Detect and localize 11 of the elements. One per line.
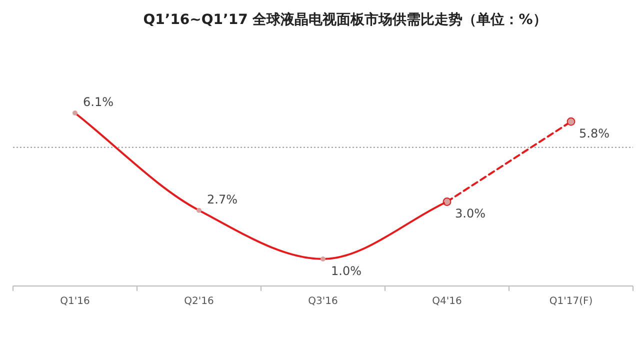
data-label: 6.1%	[83, 95, 114, 109]
x-tick-label: Q2'16	[184, 296, 214, 307]
x-tick-label: Q1'17(F)	[549, 296, 593, 307]
x-tick-label: Q4'16	[432, 296, 462, 307]
data-label: 3.0%	[455, 206, 486, 221]
data-label: 2.7%	[207, 192, 238, 206]
x-tick-label: Q3'16	[308, 296, 338, 307]
x-tick-label: Q1'16	[60, 296, 90, 307]
data-label: 1.0%	[331, 264, 362, 278]
data-label: 5.8%	[579, 126, 610, 141]
chart-title: Q1’16~Q1’17 全球液晶电视面板市场供需比走势（单位：%）	[143, 11, 547, 28]
